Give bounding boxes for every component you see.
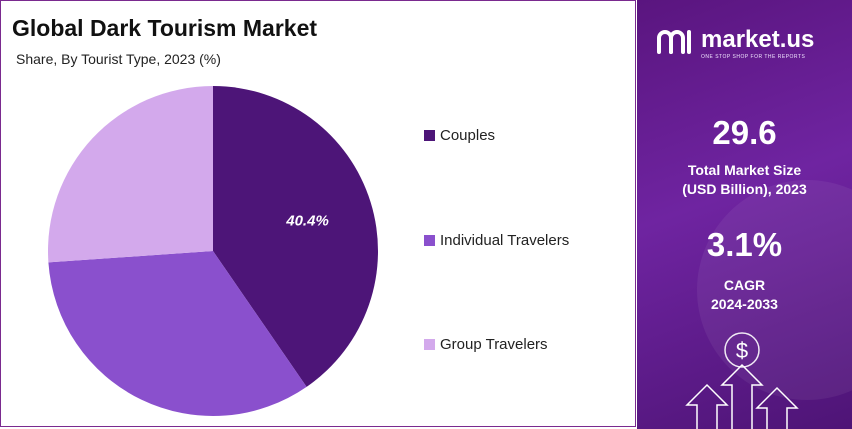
chart-title: Global Dark Tourism Market <box>12 15 318 41</box>
cagr-period: 2024-2033 <box>711 296 778 312</box>
market-size-label: Total Market Size <box>687 162 802 178</box>
legend-label: Couples <box>440 127 496 144</box>
legend-swatch <box>424 339 435 350</box>
chart-subtitle: Share, By Tourist Type, 2023 (%) <box>16 51 221 67</box>
market-size-sublabel: (USD Billion), 2023 <box>682 181 807 197</box>
brand-name: market.us <box>701 26 815 53</box>
legend-swatch <box>424 235 435 246</box>
stats-panel: market.us ONE STOP SHOP FOR THE REPORTS … <box>637 0 852 429</box>
cagr-value: 3.1% <box>706 226 783 263</box>
pie-slice-group-travelers <box>47 85 213 263</box>
growth-arrows-icon: $ <box>685 332 799 429</box>
legend-item: Individual Travelers <box>424 232 569 249</box>
pie-chart: 40.4% <box>47 85 378 416</box>
legend-label: Individual Travelers <box>440 232 570 249</box>
brand-logo: market.us ONE STOP SHOP FOR THE REPORTS <box>655 24 835 64</box>
pie-data-label: 40.4% <box>285 213 329 230</box>
cagr-label: CAGR <box>723 277 766 293</box>
chart-panel: Global Dark Tourism Market Share, By Tou… <box>0 0 636 427</box>
legend-item: Couples <box>424 127 495 144</box>
legend-swatch <box>424 130 435 141</box>
market-size-value: 29.6 <box>712 114 777 151</box>
legend-label: Group Travelers <box>440 336 548 353</box>
pie-slice-individual-travelers <box>48 251 307 416</box>
brand-tagline: ONE STOP SHOP FOR THE REPORTS <box>701 54 806 60</box>
legend-item: Group Travelers <box>424 336 548 353</box>
pie-slice-couples <box>213 86 378 387</box>
brand-mark-icon <box>657 30 691 54</box>
dollar-sign-icon: $ <box>736 338 748 363</box>
